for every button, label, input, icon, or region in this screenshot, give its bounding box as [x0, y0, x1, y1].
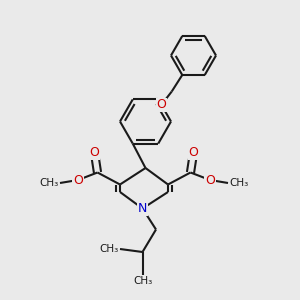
Text: CH₃: CH₃	[39, 178, 58, 188]
Text: CH₃: CH₃	[230, 178, 249, 188]
Text: O: O	[156, 98, 166, 112]
Text: CH₃: CH₃	[99, 244, 119, 254]
Text: O: O	[90, 146, 99, 160]
Text: CH₃: CH₃	[133, 276, 152, 286]
Text: O: O	[73, 173, 83, 187]
Text: N: N	[138, 202, 147, 215]
Text: O: O	[205, 173, 215, 187]
Text: O: O	[189, 146, 198, 160]
